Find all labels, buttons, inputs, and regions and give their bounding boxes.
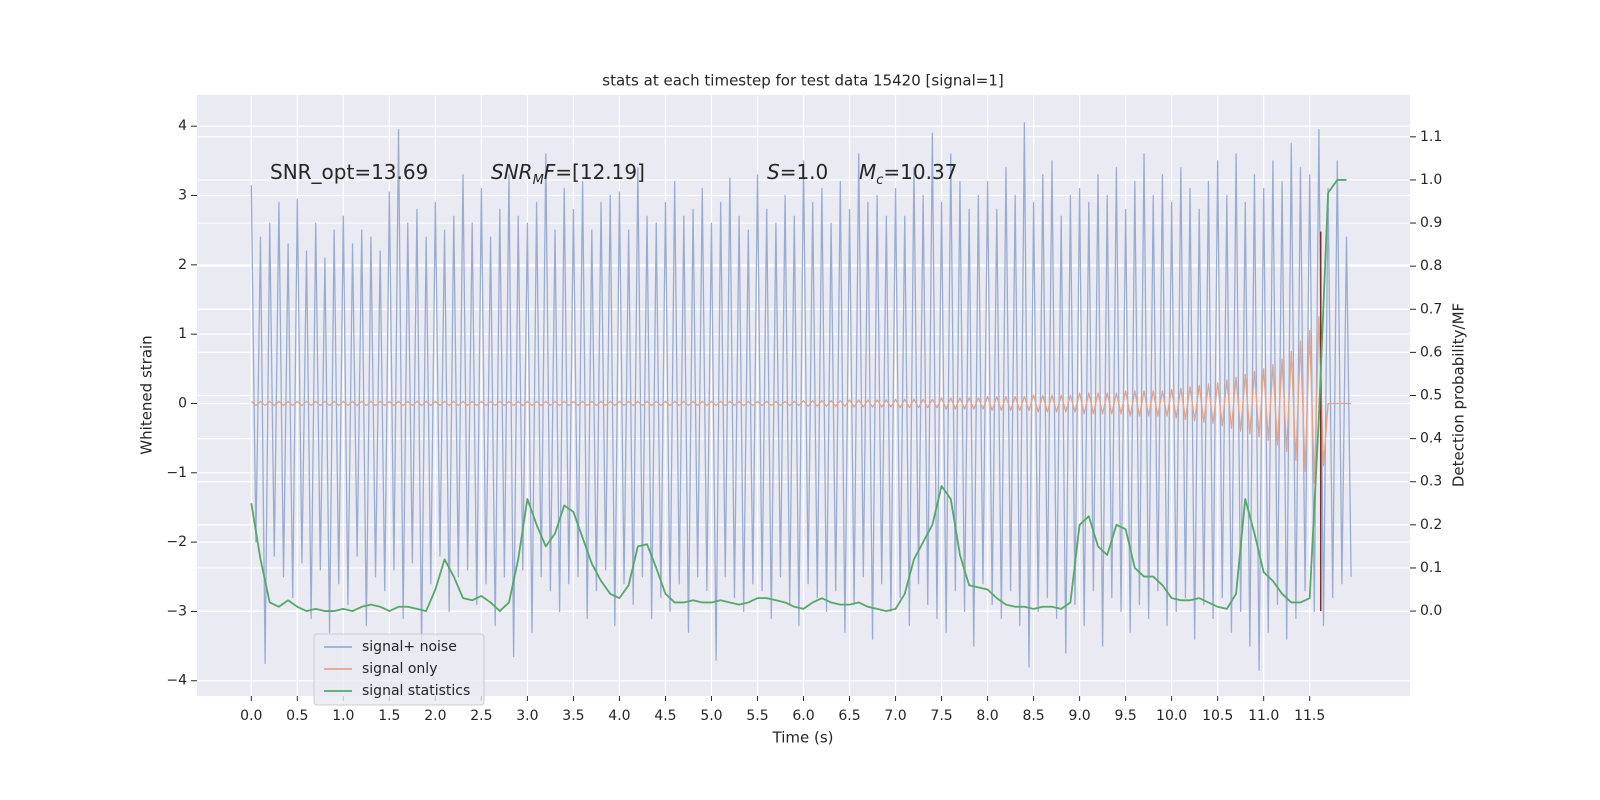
x-tick-label: 0.5	[286, 708, 308, 724]
x-tick-label: 11.5	[1294, 708, 1325, 724]
annotation: S=1.0	[767, 160, 828, 184]
y2-tick-label: 0.7	[1420, 301, 1442, 317]
y2-tick-label: 0.0	[1420, 603, 1442, 619]
y-tick-label: 0	[178, 395, 187, 411]
lines	[250, 122, 1352, 671]
y-tick-label: 1	[178, 326, 187, 342]
x-tick-label: 2.5	[470, 708, 492, 724]
y-tick-label: 2	[178, 257, 187, 273]
x-tick-label: 0.0	[240, 708, 262, 724]
y2-tick-label: 0.5	[1420, 388, 1442, 404]
x-tick-label: 4.0	[608, 708, 630, 724]
series-line	[250, 316, 1352, 484]
annotation-part: =1.0	[780, 160, 829, 184]
annotation-part: c	[876, 173, 883, 188]
annotation-part: SNR_opt=13.69	[270, 160, 428, 184]
annotation: SNRMF=[12.19]	[491, 160, 645, 189]
y2-tick-label: 0.1	[1420, 560, 1442, 576]
annotation: SNR_opt=13.69	[270, 160, 428, 184]
annotation-part: M	[859, 160, 876, 184]
legend-box	[313, 633, 485, 706]
y-tick-label: −3	[166, 603, 187, 619]
annotation-part: S	[767, 160, 780, 184]
x-tick-label: 5.5	[746, 708, 768, 724]
legend-label: signal+ noise	[362, 639, 457, 655]
x-tick-label: 9.5	[1114, 708, 1136, 724]
x-tick-label: 3.5	[562, 708, 584, 724]
annotation-part: =10.37	[883, 160, 957, 184]
x-tick-label: 3.0	[516, 708, 538, 724]
axes: 0.0 0.5 1.0 1.5 2.0 2.5 3.0 3.5 4.0 4.5 5.0 5.5 6.0 6…	[166, 118, 1442, 724]
x-tick-label: 4.5	[654, 708, 676, 724]
x-tick-label: 1.0	[332, 708, 354, 724]
annotation: Mc=10.37	[859, 160, 957, 189]
y2-axis-label: Detection probability/MF	[1450, 303, 1468, 487]
x-tick-label: 6.5	[838, 708, 860, 724]
x-tick-label: 7.5	[930, 708, 952, 724]
y2-tick-label: 0.9	[1420, 215, 1442, 231]
x-tick-label: 9.0	[1068, 708, 1090, 724]
x-tick-label: 11.0	[1248, 708, 1279, 724]
x-tick-label: 10.5	[1202, 708, 1233, 724]
legend-label: signal statistics	[362, 683, 470, 699]
y-tick-label: −4	[166, 673, 187, 689]
x-tick-label: 1.5	[378, 708, 400, 724]
x-tick-label: 6.0	[792, 708, 814, 724]
x-tick-label: 8.5	[1022, 708, 1044, 724]
y-tick-label: 3	[178, 188, 187, 204]
x-axis-label: Time (s)	[772, 729, 834, 747]
x-tick-label: 2.0	[424, 708, 446, 724]
x-tick-label: 7.0	[884, 708, 906, 724]
annotation-part: M	[533, 173, 544, 188]
annotation-part: =[12.19]	[555, 160, 645, 184]
x-tick-label: 5.0	[700, 708, 722, 724]
y2-tick-label: 1.1	[1420, 129, 1442, 145]
y-tick-label: −2	[166, 534, 187, 550]
x-tick-label: 10.0	[1156, 708, 1187, 724]
y-tick-label: 4	[178, 118, 187, 134]
legend: signal+ noise signal only signal statistic…	[313, 633, 485, 706]
chart-title: stats at each timestep for test data 154…	[602, 72, 1003, 90]
y-tick-label: −1	[166, 465, 187, 481]
y-axis-label: Whitened strain	[138, 335, 156, 454]
x-tick-label: 8.0	[976, 708, 998, 724]
y2-tick-label: 0.6	[1420, 344, 1442, 360]
y2-tick-label: 1.0	[1420, 172, 1442, 188]
y2-tick-label: 0.8	[1420, 258, 1442, 274]
series-line	[250, 122, 1352, 671]
annotations: SNR_opt=13.69 SNRMF=[12.19] S=1.0 Mc=10.37	[270, 160, 957, 189]
annotation-part: SNR	[491, 160, 533, 184]
y2-tick-label: 0.3	[1420, 474, 1442, 490]
y2-tick-label: 0.4	[1420, 431, 1442, 447]
series-line	[250, 179, 1347, 612]
y2-tick-label: 0.2	[1420, 517, 1442, 533]
annotation-part: F	[544, 160, 556, 184]
legend-label: signal only	[362, 661, 437, 677]
